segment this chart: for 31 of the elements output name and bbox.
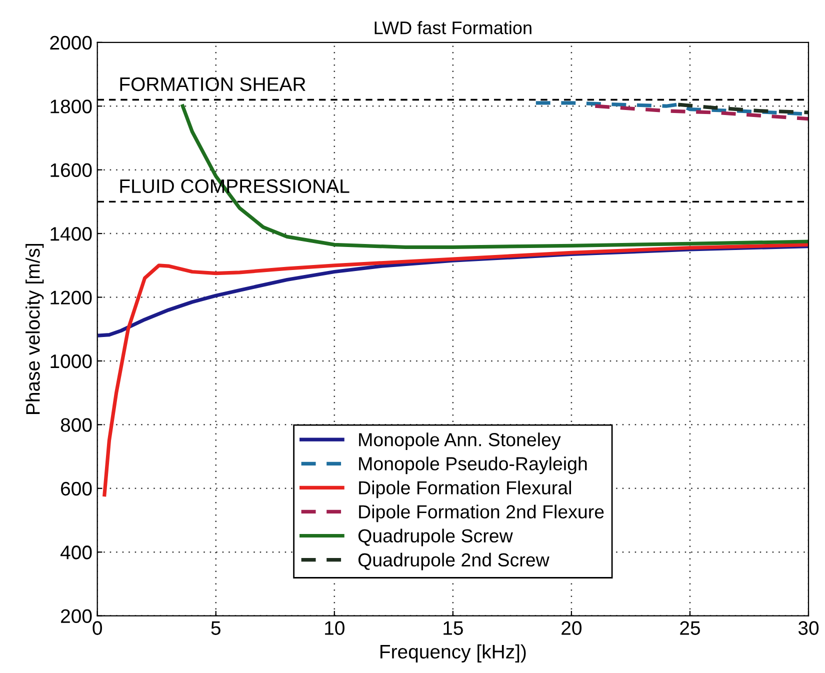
legend-label: Monopole Pseudo-Rayleigh [359,456,587,474]
x-tick-label: 10 [325,621,344,635]
x-axis-title: Frequency [kHz]) [380,644,526,662]
x-tick-label: 15 [444,621,463,635]
x-tick-label: 30 [798,621,819,635]
line-series [676,102,808,114]
legend-label: Quadrupole 2nd Screw [358,552,550,570]
x-tick-label: 5 [211,621,220,635]
x-tick-label: 25 [680,621,700,635]
y-tick-label: 400 [60,546,92,560]
chart-title: LWD fast Formation [374,20,532,34]
x-tick-label: 20 [562,621,582,635]
line-series [102,242,808,497]
legend-label: Dipole Formation Flexural [359,480,571,498]
line-series [593,104,808,121]
y-tick-label: 1000 [50,354,92,368]
y-tick-label: 1200 [50,290,92,304]
y-tick-label: 1800 [50,100,92,114]
legend-label: Dipole Formation 2nd Flexure [359,504,604,522]
y-tick-label: 600 [61,482,92,496]
y-tick-label: 2000 [50,36,92,50]
y-tick-label: 1400 [50,227,92,241]
x-tick-label: 0 [92,621,102,635]
line-series [180,104,808,250]
y-axis-title: Phase velocity [m/s] [26,244,44,414]
legend-label: Quadrupole Screw [358,528,513,546]
legend-label: Monopole Ann. Stoneley [359,432,561,450]
ref-line-label: FORMATION SHEAR [120,77,306,92]
y-tick-label: 200 [61,609,92,624]
y-tick-label: 1600 [50,163,92,178]
y-tick-label: 800 [60,418,92,432]
